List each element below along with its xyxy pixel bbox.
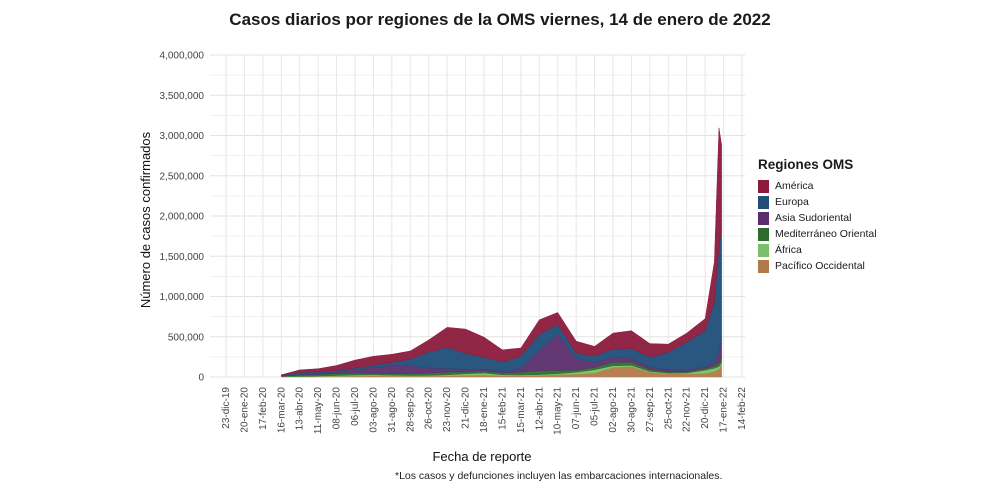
- x-axis-title: Fecha de reporte: [432, 449, 531, 464]
- legend: Regiones OMS América Europa Asia Sudorient…: [758, 157, 877, 274]
- x-tick-label: 03-ago-20: [368, 387, 379, 433]
- x-tick-label: 16-mar-20: [276, 387, 287, 434]
- x-tick-label: 17-ene-22: [719, 387, 730, 433]
- legend-label: Pacífico Occidental: [775, 260, 865, 272]
- x-tick-label: 13-abr-20: [295, 387, 306, 431]
- legend-label: América: [775, 180, 814, 192]
- y-tick-label: 500,000: [168, 332, 205, 343]
- y-tick-label: 2,000,000: [160, 212, 205, 223]
- x-tick-label: 23-dic-19: [221, 387, 232, 429]
- x-tick-label: 06-jul-20: [350, 387, 361, 426]
- y-tick-label: 3,000,000: [160, 131, 205, 142]
- x-tick-label: 14-feb-22: [737, 387, 748, 430]
- legend-item: Europa: [758, 194, 877, 210]
- x-tick-label: 23-nov-20: [442, 387, 453, 432]
- x-tick-label: 05-jul-21: [590, 387, 601, 426]
- x-tick-label: 10-may-21: [553, 387, 564, 435]
- legend-swatch: [758, 195, 769, 209]
- x-tick-label: 21-dic-20: [461, 387, 472, 429]
- x-tick-label: 11-may-20: [313, 387, 324, 434]
- area-series-america: [281, 127, 722, 376]
- y-tick-label: 2,500,000: [160, 171, 205, 182]
- x-tick-label: 18-ene-21: [479, 387, 490, 433]
- legend-item: América: [758, 178, 877, 194]
- legend-swatch: [758, 211, 769, 225]
- y-tick-label: 1,500,000: [160, 252, 205, 263]
- legend-swatch: [758, 227, 769, 241]
- x-tick-label: 15-mar-21: [516, 387, 527, 434]
- y-tick-label: 1,000,000: [160, 292, 205, 303]
- x-tick-label: 25-oct-21: [663, 387, 674, 430]
- x-tick-label: 15-feb-21: [497, 387, 508, 430]
- legend-swatch: [758, 243, 769, 257]
- legend-label: Asia Sudoriental: [775, 212, 852, 224]
- legend-label: África: [775, 244, 802, 256]
- y-tick-label: 3,500,000: [160, 91, 205, 102]
- x-tick-label: 30-ago-21: [626, 387, 637, 433]
- legend-swatch: [758, 179, 769, 193]
- x-tick-label: 17-feb-20: [258, 387, 269, 430]
- x-tick-label: 08-jun-20: [332, 387, 343, 430]
- legend-item: Asia Sudoriental: [758, 210, 877, 226]
- legend-item: Pacífico Occidental: [758, 258, 877, 274]
- x-tick-label: 31-ago-20: [387, 387, 398, 433]
- legend-label: Europa: [775, 196, 809, 208]
- y-tick-label: 4,000,000: [160, 51, 205, 62]
- y-tick-label: 0: [198, 373, 204, 384]
- x-tick-label: 20-dic-21: [700, 387, 711, 429]
- x-tick-label: 02-ago-21: [608, 387, 619, 433]
- x-tick-label: 22-nov-21: [682, 387, 693, 432]
- chart-title: Casos diarios por regiones de la OMS vie…: [229, 10, 771, 29]
- legend-item: Mediterráneo Oriental: [758, 226, 877, 242]
- x-tick-label: 12-abr-21: [534, 387, 545, 431]
- legend-label: Mediterráneo Oriental: [775, 228, 877, 240]
- y-axis-title: Número de casos confirmados: [138, 131, 153, 308]
- footnote: *Los casos y defunciones incluyen las em…: [395, 470, 723, 482]
- legend-title: Regiones OMS: [758, 157, 854, 172]
- x-tick-label: 27-sep-21: [645, 387, 656, 432]
- legend-item: África: [758, 242, 877, 258]
- x-tick-label: 26-oct-20: [424, 387, 435, 430]
- legend-swatch: [758, 259, 769, 273]
- x-tick-label: 28-sep-20: [405, 387, 416, 432]
- x-tick-label: 07-jun-21: [571, 387, 582, 430]
- x-tick-label: 20-ene-20: [239, 387, 250, 433]
